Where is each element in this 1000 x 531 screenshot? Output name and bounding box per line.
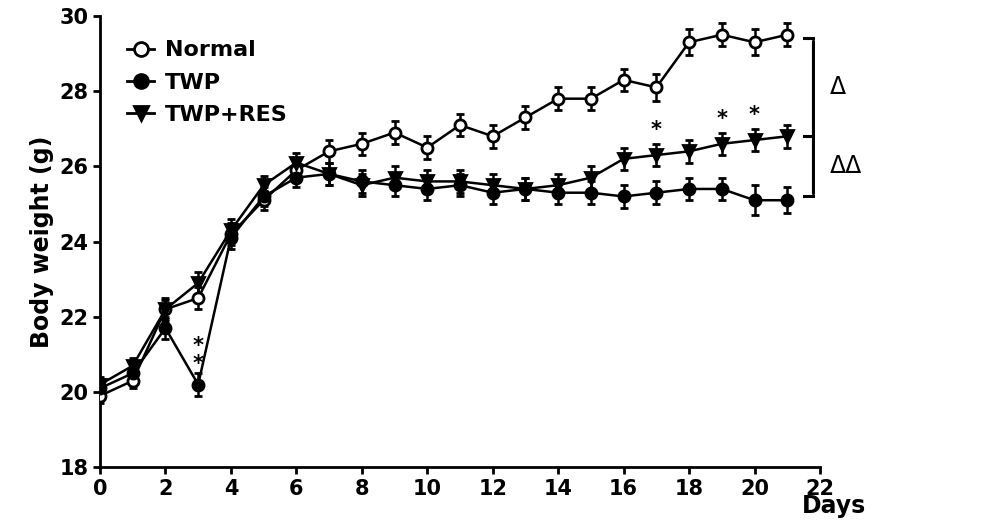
Text: *: * (651, 120, 662, 140)
Text: Δ: Δ (830, 75, 846, 99)
Text: ΔΔ: ΔΔ (830, 155, 862, 178)
Text: *: * (193, 336, 204, 356)
Legend: Normal, TWP, TWP+RES: Normal, TWP, TWP+RES (118, 31, 297, 134)
Text: *: * (716, 109, 727, 129)
Y-axis label: Body weight (g): Body weight (g) (30, 135, 54, 348)
X-axis label: Days: Days (802, 494, 867, 518)
Text: *: * (749, 105, 760, 125)
Text: *: * (193, 355, 204, 374)
